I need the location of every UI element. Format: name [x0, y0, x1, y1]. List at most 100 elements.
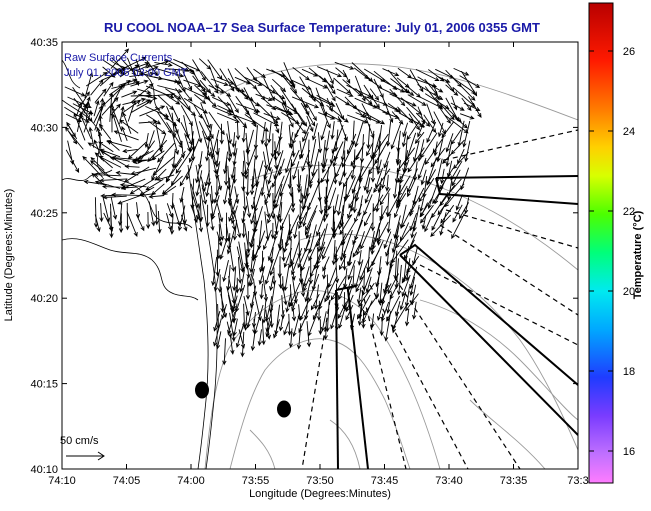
legend-line-1: Raw Surface Currents — [64, 52, 173, 64]
current-vector-arrow — [287, 313, 292, 336]
current-vector-arrow — [272, 319, 280, 339]
current-vector-arrow — [464, 140, 471, 163]
current-vector-arrow — [395, 148, 401, 166]
current-vector-arrow — [324, 195, 329, 219]
current-vector-arrow — [399, 291, 407, 311]
current-vector-arrow — [98, 141, 114, 153]
current-vector-arrow — [156, 111, 172, 134]
current-vector-arrow — [302, 202, 311, 227]
current-vector-arrow — [81, 91, 90, 105]
current-vector-arrow — [243, 311, 248, 331]
current-vector-arrow — [421, 214, 427, 230]
current-vector-arrow — [435, 158, 443, 184]
current-vector-arrow — [239, 269, 245, 293]
current-vector-arrow — [130, 83, 154, 104]
current-vector-arrow — [151, 156, 164, 181]
current-vector-arrow — [188, 138, 200, 163]
current-vector-arrow — [265, 86, 286, 100]
current-vector-arrow — [291, 96, 320, 109]
x-tick-label: 74:05 — [113, 475, 141, 487]
current-vector-arrow — [139, 105, 166, 117]
colorbar-tick-label: 20 — [623, 286, 635, 298]
current-vector-arrow — [201, 116, 214, 140]
current-vector-arrow — [385, 247, 390, 267]
current-vector-arrow — [360, 222, 373, 250]
current-vector-arrow — [260, 121, 266, 145]
current-vector-arrow — [288, 176, 294, 197]
current-vector-arrow — [94, 152, 113, 169]
current-vector-arrow — [270, 133, 275, 158]
current-vector-arrow — [66, 121, 78, 140]
current-vector-arrow — [379, 188, 391, 206]
current-vector-arrow — [136, 99, 151, 107]
current-vector-arrow — [166, 168, 174, 183]
current-vector-arrow — [121, 90, 138, 98]
current-vector-arrow — [450, 76, 477, 94]
current-vector-arrow — [311, 123, 318, 141]
current-vector-arrow — [228, 193, 239, 222]
current-vector-arrow — [302, 124, 311, 143]
current-vector-arrow — [440, 204, 455, 224]
current-vector-arrow — [102, 195, 127, 200]
current-vector-arrow — [253, 68, 267, 79]
current-vector-arrow — [274, 105, 292, 115]
current-vector-arrow — [386, 295, 400, 322]
current-vector-arrow — [235, 103, 261, 113]
current-vector-arrow — [366, 249, 380, 273]
current-vector-arrow — [338, 169, 345, 187]
current-vector-arrow — [459, 113, 475, 120]
current-vector-arrow — [311, 149, 320, 177]
current-vector-arrow — [319, 192, 324, 215]
current-vector-arrow — [262, 151, 269, 170]
x-axis-label: Longitude (Degrees:Minutes) — [249, 488, 391, 500]
current-vector-arrow — [157, 85, 183, 93]
current-vector-arrow — [179, 166, 192, 187]
current-vector-arrow — [290, 240, 300, 267]
current-vector-arrow — [269, 275, 274, 292]
current-vector-arrow — [200, 71, 219, 94]
current-vector-arrow — [334, 255, 340, 284]
current-vector-arrow — [379, 313, 384, 337]
current-vector-arrow — [109, 211, 114, 239]
current-vector-arrow — [438, 122, 444, 138]
current-vector-arrow — [283, 224, 291, 253]
current-vector-arrow — [420, 132, 438, 159]
current-vector-arrow — [324, 275, 338, 303]
current-vector-arrow — [157, 210, 162, 234]
current-vector-arrow — [118, 213, 124, 234]
current-vector-arrow — [249, 249, 254, 274]
current-vector-arrow — [417, 121, 425, 138]
current-vector-arrow — [245, 168, 250, 197]
current-vector-arrow — [285, 150, 294, 174]
current-vector-arrow — [90, 156, 105, 171]
current-vector-arrow — [267, 122, 272, 144]
current-vector-arrow — [121, 125, 128, 141]
current-vector-arrow — [404, 309, 410, 327]
current-vector-arrow — [147, 139, 168, 163]
current-vector-arrow — [386, 214, 391, 234]
current-vector-arrow — [325, 84, 336, 102]
current-vector-arrow — [89, 160, 111, 178]
current-vector-arrow — [334, 61, 355, 70]
current-vector-arrow — [269, 247, 281, 276]
current-vector-arrow — [405, 293, 419, 312]
current-vector-arrow — [223, 160, 229, 186]
current-vector-arrow — [264, 185, 272, 206]
current-vector-arrow — [323, 322, 328, 341]
current-vector-arrow — [152, 156, 175, 176]
current-vector-arrow — [410, 220, 416, 239]
current-vector-arrow — [324, 77, 336, 95]
current-vector-arrow — [119, 182, 147, 188]
current-vector-arrow — [194, 84, 211, 101]
current-vector-arrow — [137, 66, 159, 77]
x-tick-label: 74:10 — [48, 475, 76, 487]
current-vector-arrow — [193, 114, 203, 144]
current-vector-arrow — [330, 121, 335, 140]
current-vector-arrow — [309, 168, 318, 185]
current-vector-arrow — [417, 157, 427, 180]
current-vector-arrow — [216, 201, 224, 223]
current-vector-arrow — [291, 149, 300, 168]
current-vector-arrow — [370, 203, 376, 232]
current-vector-arrow — [271, 78, 287, 93]
